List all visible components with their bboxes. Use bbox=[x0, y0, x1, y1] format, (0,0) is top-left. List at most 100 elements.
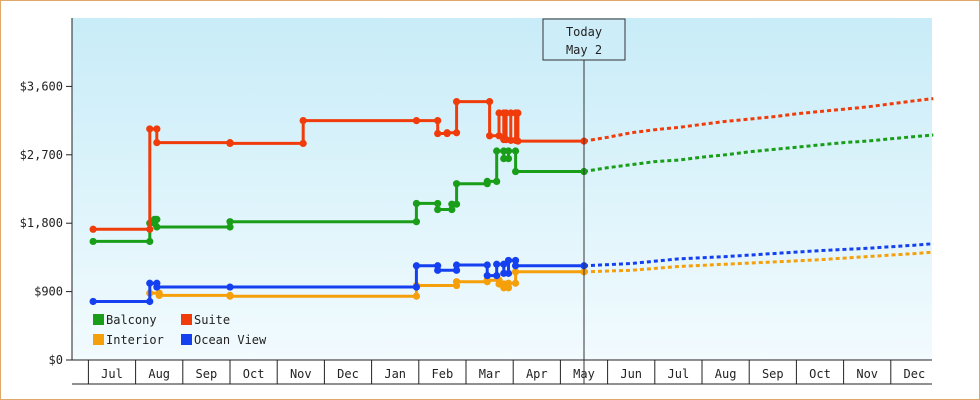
x-tick-label: Apr bbox=[526, 367, 548, 381]
legend-label-suite: Suite bbox=[194, 313, 230, 327]
data-point-suite bbox=[146, 225, 154, 233]
legend-label-interior: Interior bbox=[106, 333, 164, 347]
data-point-balcony bbox=[434, 199, 442, 208]
data-point-balcony bbox=[452, 200, 461, 208]
data-point-balcony bbox=[434, 205, 442, 214]
x-tick-label: Nov bbox=[290, 367, 312, 381]
data-point-balcony bbox=[504, 155, 513, 163]
plot-area bbox=[72, 18, 932, 360]
y-tick-label: $2,700 bbox=[20, 148, 63, 162]
data-point-interior bbox=[412, 292, 421, 300]
data-point-ocean-view bbox=[493, 260, 501, 268]
data-point-ocean-view bbox=[504, 269, 513, 277]
x-tick-label: Jun bbox=[620, 367, 642, 381]
data-point-ocean-view bbox=[412, 283, 421, 291]
data-point-balcony bbox=[226, 223, 234, 231]
data-point-suite bbox=[452, 129, 461, 137]
data-point-suite bbox=[514, 109, 522, 117]
data-point-ocean-view bbox=[452, 261, 461, 269]
data-point-balcony bbox=[483, 177, 491, 185]
data-point-suite bbox=[153, 125, 161, 133]
data-point-ocean-view bbox=[412, 262, 421, 270]
data-point-suite bbox=[486, 132, 494, 140]
legend-swatch-balcony bbox=[93, 314, 104, 325]
data-point-ocean-view bbox=[452, 266, 461, 274]
x-tick-label: Jul bbox=[101, 367, 123, 381]
forecast-line-ocean-view bbox=[583, 242, 934, 268]
data-point-balcony bbox=[448, 205, 456, 214]
x-tick-label: Dec bbox=[337, 367, 359, 381]
data-point-suite bbox=[443, 129, 451, 137]
y-tick-label: $3,600 bbox=[20, 79, 63, 93]
data-point-balcony bbox=[226, 218, 234, 226]
x-tick-label: Dec bbox=[904, 367, 926, 381]
data-point-ocean-view bbox=[89, 297, 97, 306]
x-tick-label: Aug bbox=[148, 367, 170, 381]
x-tick-label: Oct bbox=[809, 367, 831, 381]
x-tick-label: Sep bbox=[762, 367, 784, 381]
data-point-suite bbox=[226, 139, 234, 147]
data-point-interior bbox=[511, 268, 520, 276]
forecast-line-interior bbox=[583, 250, 934, 274]
data-point-suite bbox=[412, 117, 421, 125]
data-point-suite bbox=[452, 98, 461, 106]
data-point-ocean-view bbox=[153, 283, 161, 291]
today-label: Today bbox=[566, 25, 602, 39]
data-point-suite bbox=[486, 98, 494, 106]
x-tick-label: Jan bbox=[384, 367, 406, 381]
data-point-ocean-view bbox=[511, 262, 520, 270]
x-tick-label: Sep bbox=[196, 367, 218, 381]
x-tick-label: Jul bbox=[668, 367, 690, 381]
x-tick-label: Aug bbox=[715, 367, 737, 381]
data-point-balcony bbox=[452, 180, 461, 188]
data-point-balcony bbox=[412, 199, 421, 208]
data-point-interior bbox=[452, 278, 461, 286]
x-tick-label: Oct bbox=[243, 367, 265, 381]
data-point-balcony bbox=[412, 218, 421, 226]
y-tick-label: $900 bbox=[34, 285, 63, 299]
legend-swatch-suite bbox=[181, 314, 192, 325]
today-date: May 2 bbox=[566, 43, 602, 57]
data-point-interior bbox=[226, 292, 234, 300]
y-tick-label: $0 bbox=[49, 353, 63, 367]
data-point-ocean-view bbox=[483, 272, 491, 280]
data-point-suite bbox=[89, 225, 97, 233]
data-point-interior bbox=[511, 279, 520, 287]
data-point-ocean-view bbox=[511, 256, 520, 265]
data-point-balcony bbox=[493, 177, 501, 185]
data-point-interior bbox=[504, 279, 513, 287]
data-point-ocean-view bbox=[483, 261, 491, 269]
data-point-balcony bbox=[504, 147, 513, 155]
data-point-ocean-view bbox=[226, 283, 234, 291]
data-point-ocean-view bbox=[434, 266, 442, 274]
data-point-interior bbox=[155, 291, 163, 299]
data-point-balcony bbox=[153, 215, 161, 223]
data-point-suite bbox=[153, 139, 161, 147]
legend-label-ocean-view: Ocean View bbox=[194, 333, 267, 347]
data-point-balcony bbox=[146, 237, 154, 246]
legend-swatch-ocean-view bbox=[181, 334, 192, 345]
data-point-suite bbox=[514, 137, 522, 145]
data-point-suite bbox=[299, 117, 307, 125]
data-point-ocean-view bbox=[504, 256, 513, 265]
data-point-ocean-view bbox=[146, 297, 154, 306]
x-tick-label: Nov bbox=[856, 367, 878, 381]
data-point-balcony bbox=[89, 237, 97, 246]
forecast-line-balcony bbox=[583, 133, 934, 173]
today-box bbox=[542, 18, 626, 61]
data-point-balcony bbox=[493, 147, 501, 155]
data-point-balcony bbox=[153, 223, 161, 231]
legend-swatch-interior bbox=[93, 334, 104, 345]
x-tick-label: Feb bbox=[432, 367, 454, 381]
data-point-suite bbox=[434, 129, 442, 138]
x-tick-label: Mar bbox=[479, 367, 501, 381]
data-point-suite bbox=[146, 125, 154, 133]
data-point-ocean-view bbox=[146, 279, 154, 287]
data-point-ocean-view bbox=[493, 272, 501, 280]
y-tick-label: $1,800 bbox=[20, 216, 63, 230]
data-point-suite bbox=[299, 139, 307, 147]
forecast-line-suite bbox=[583, 97, 934, 143]
legend-label-balcony: Balcony bbox=[106, 313, 157, 327]
data-point-balcony bbox=[511, 167, 520, 176]
